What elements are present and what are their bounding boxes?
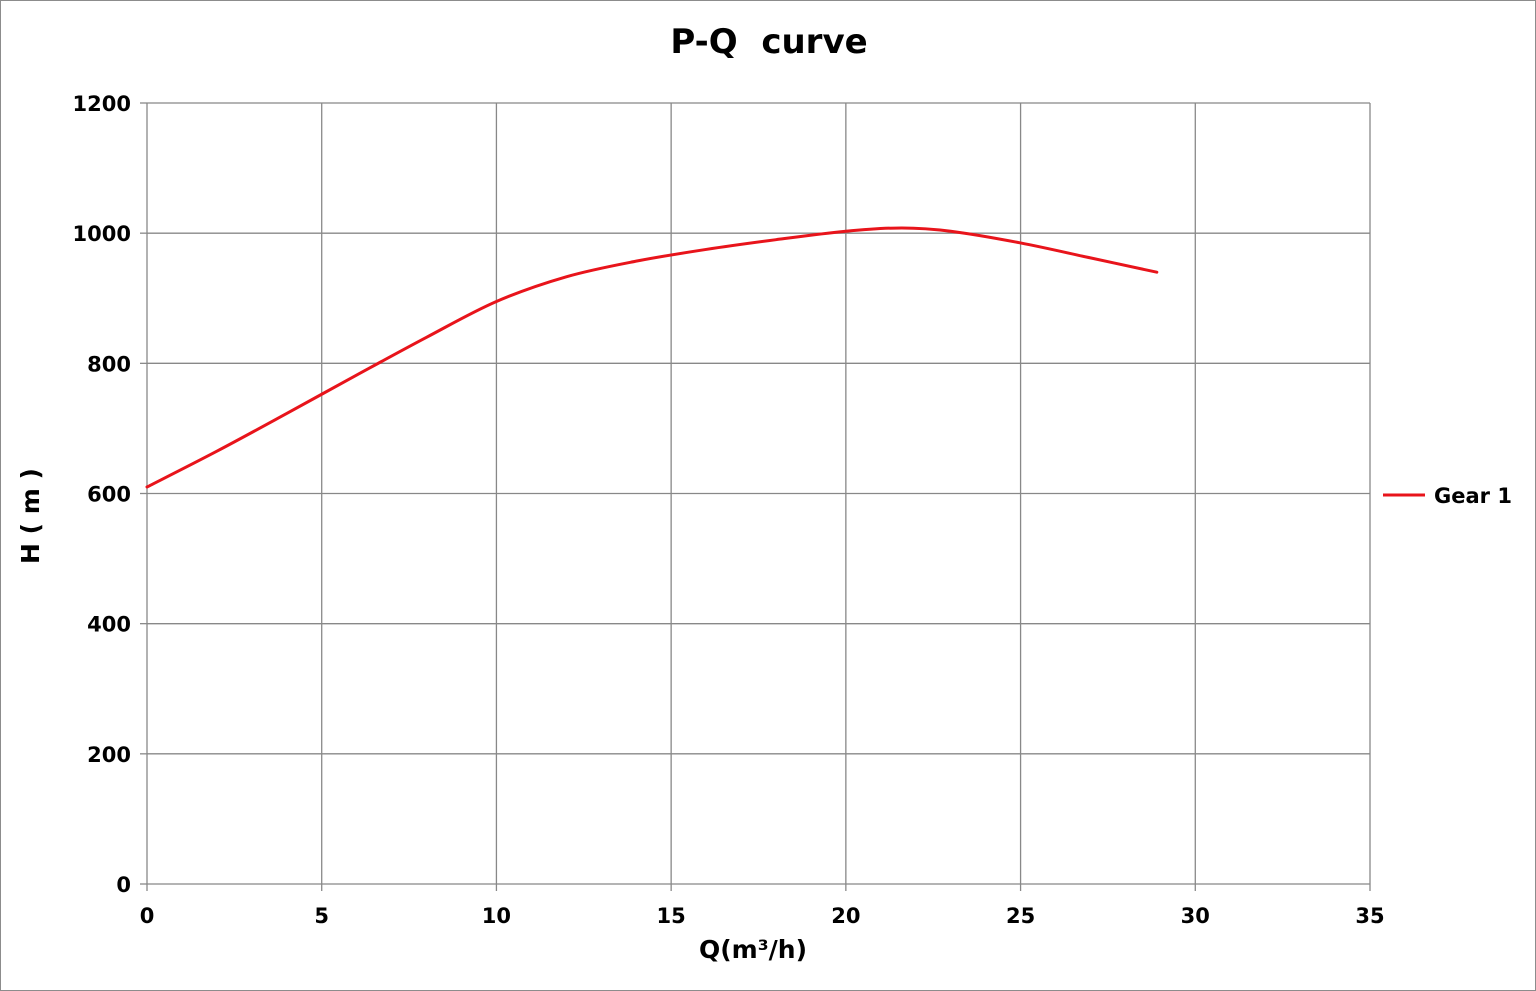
x-tick-label-30: 30 [1181,904,1210,928]
x-tick-label-5: 5 [314,904,329,928]
x-tick-label-15: 15 [657,904,686,928]
x-tick-label-20: 20 [831,904,860,928]
y-tick-label-800: 800 [87,352,131,376]
x-tick-label-10: 10 [482,904,511,928]
x-tick-label-25: 25 [1006,904,1035,928]
y-tick-label-200: 200 [87,743,131,767]
series-line-gear-1 [145,226,1159,489]
grid [140,102,1371,891]
x-axis-label: Q(m³/h) [699,935,807,964]
legend: Gear 1 [1383,484,1512,508]
x-tick-label-0: 0 [140,904,155,928]
y-tick-label-1200: 1200 [73,92,131,116]
y-axis-ticks: 0 200 400 600 800 1000 1200 [73,92,131,897]
chart-title: P-Q curve [670,22,867,62]
y-tick-label-400: 400 [87,613,131,637]
x-tick-label-35: 35 [1355,904,1384,928]
series-layer [145,226,1159,489]
y-tick-label-1000: 1000 [73,222,131,246]
y-axis-label: H ( m ) [16,468,45,564]
y-tick-label-600: 600 [87,483,131,507]
y-tick-label-0: 0 [116,873,131,897]
legend-label-gear-1: Gear 1 [1434,484,1512,508]
x-axis-ticks: 0 5 10 15 20 25 30 35 [140,904,1385,928]
